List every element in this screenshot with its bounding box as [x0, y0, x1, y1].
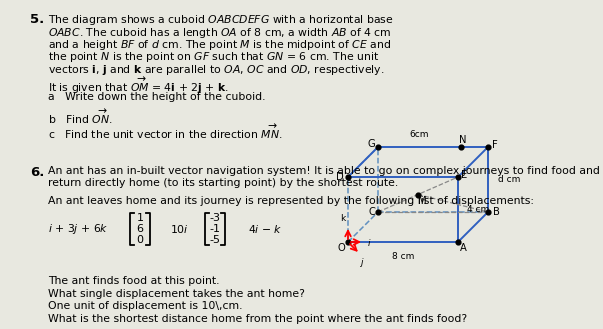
Text: a   Write down the height of the cuboid.: a Write down the height of the cuboid. [48, 92, 265, 102]
Text: the point $\it{N}$ is the point on $\it{GF}$ such that $\it{GN}$ = 6 cm. The uni: the point $\it{N}$ is the point on $\it{… [48, 50, 379, 64]
Text: 0: 0 [136, 235, 144, 245]
Text: 10$i$: 10$i$ [170, 223, 189, 235]
Text: An ant leaves home and its journey is represented by the following list of displ: An ant leaves home and its journey is re… [48, 196, 534, 206]
Text: and a height $\it{BF}$ of $\it{d}$ cm. The point $\it{M}$ is the midpoint of $\i: and a height $\it{BF}$ of $\it{d}$ cm. T… [48, 38, 391, 52]
Text: 8 cm: 8 cm [392, 252, 414, 261]
Point [343, 174, 353, 180]
Point [456, 144, 466, 150]
Text: vectors $\mathbf{i}$, $\mathbf{j}$ and $\mathbf{k}$ are parallel to $\it{OA}$, $: vectors $\mathbf{i}$, $\mathbf{j}$ and $… [48, 63, 385, 77]
Text: 6.: 6. [30, 166, 45, 179]
Point [453, 240, 463, 245]
Text: d cm: d cm [498, 175, 520, 184]
Text: c   Find the unit vector in the direction $\overrightarrow{MN}$.: c Find the unit vector in the direction … [48, 123, 282, 141]
Text: j: j [360, 258, 362, 267]
Text: 5.: 5. [30, 13, 44, 26]
Text: C: C [368, 207, 376, 217]
Text: It is given that $\overrightarrow{OM}$ = 4$\mathbf{i}$ + 2$\mathbf{j}$ + $\mathb: It is given that $\overrightarrow{OM}$ =… [48, 75, 229, 95]
Text: -1: -1 [209, 224, 221, 234]
Text: b   Find $\overrightarrow{ON}$.: b Find $\overrightarrow{ON}$. [48, 108, 113, 126]
Text: 1: 1 [136, 213, 144, 223]
Text: N: N [459, 135, 466, 145]
Text: k: k [340, 214, 346, 223]
Point [483, 144, 493, 150]
Text: One unit of displacement is 10\,cm.: One unit of displacement is 10\,cm. [48, 301, 242, 311]
Text: The diagram shows a cuboid $\it{OABCDEFG}$ with a horizontal base: The diagram shows a cuboid $\it{OABCDEFG… [48, 13, 394, 27]
Text: 6: 6 [136, 224, 144, 234]
Text: An ant has an in-built vector navigation system! It is able to go on complex jou: An ant has an in-built vector navigation… [48, 166, 603, 176]
Text: M: M [418, 196, 426, 207]
Text: i: i [368, 239, 370, 247]
Text: 4$i$ $-$ $k$: 4$i$ $-$ $k$ [248, 223, 283, 235]
Text: B: B [493, 207, 499, 217]
Text: The ant finds food at this point.: The ant finds food at this point. [48, 276, 219, 286]
Text: 4 cm: 4 cm [467, 205, 489, 214]
Text: 6cm: 6cm [409, 130, 429, 139]
Point [453, 174, 463, 180]
Point [483, 209, 493, 215]
Text: return directly home (to its starting point) by the shortest route.: return directly home (to its starting po… [48, 179, 398, 189]
Text: -5: -5 [209, 235, 221, 245]
Text: G: G [367, 139, 375, 149]
Point [373, 144, 383, 150]
Text: E: E [461, 170, 467, 180]
Text: A: A [459, 243, 467, 253]
Text: O: O [337, 243, 345, 253]
Text: F: F [492, 140, 498, 150]
Text: What is the shortest distance home from the point where the ant finds food?: What is the shortest distance home from … [48, 314, 467, 324]
Text: D: D [336, 172, 344, 182]
Point [343, 240, 353, 245]
Text: $i$ + 3$j$ + 6$k$: $i$ + 3$j$ + 6$k$ [48, 222, 109, 236]
Text: What single displacement takes the ant home?: What single displacement takes the ant h… [48, 289, 305, 299]
Point [413, 192, 423, 197]
Point [373, 209, 383, 215]
Text: $\it{OABC}$. The cuboid has a length $\it{OA}$ of 8 cm, a width $\it{AB}$ of 4 c: $\it{OABC}$. The cuboid has a length $\i… [48, 26, 391, 39]
Text: -3: -3 [209, 213, 221, 223]
